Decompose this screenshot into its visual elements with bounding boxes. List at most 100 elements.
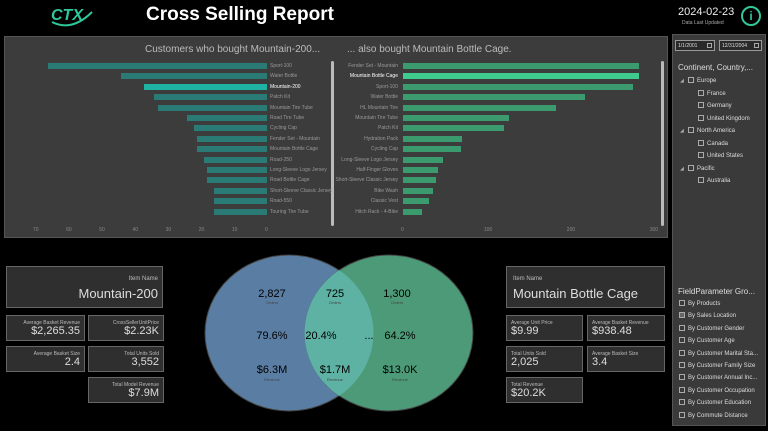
checkbox[interactable] xyxy=(679,312,685,319)
checkbox[interactable] xyxy=(698,152,704,158)
right-bar-label[interactable]: Short-Sleeve Classic Jersey xyxy=(335,177,398,184)
checkbox[interactable] xyxy=(698,177,704,183)
param-item[interactable]: By Customer Gender xyxy=(679,324,744,332)
left-bar[interactable] xyxy=(187,115,267,121)
info-icon[interactable]: i xyxy=(741,6,761,26)
left-bar[interactable] xyxy=(197,135,267,142)
tree-item[interactable]: ◢ North America xyxy=(680,127,735,134)
param-item[interactable]: By Customer Annual Inc... xyxy=(679,374,757,381)
left-bar-label[interactable]: Road-250 xyxy=(270,156,292,163)
tree-item[interactable]: United Kingdom xyxy=(690,114,750,122)
left-bar-label[interactable]: Sport-100 xyxy=(270,63,292,69)
left-bar-label[interactable]: Mountain-200 xyxy=(270,83,301,90)
right-bar[interactable] xyxy=(403,135,462,142)
left-bar-label[interactable]: Touring Tire Tube xyxy=(270,208,309,215)
right-bar[interactable] xyxy=(403,63,640,69)
right-bar-label[interactable]: Mountain Tire Tube xyxy=(355,115,398,121)
checkbox[interactable] xyxy=(679,300,685,306)
param-item[interactable]: By Customer Occupation xyxy=(679,386,755,394)
right-bar-label[interactable]: Bike Wash xyxy=(374,187,398,194)
left-bar-label[interactable]: Water Bottle xyxy=(270,73,298,80)
tree-item[interactable]: United States xyxy=(690,152,743,159)
calendar-icon[interactable] xyxy=(754,43,759,48)
param-item[interactable]: By Customer Age xyxy=(679,337,735,344)
left-bar[interactable] xyxy=(213,208,267,215)
right-bar[interactable] xyxy=(403,198,429,205)
tree-item[interactable]: Germany xyxy=(690,102,732,109)
checkbox[interactable] xyxy=(688,127,694,133)
left-bar[interactable] xyxy=(204,156,267,163)
right-bar[interactable] xyxy=(403,73,640,80)
date-to-input[interactable]: 12/31/2004 xyxy=(719,40,762,51)
right-bar-label[interactable]: Mountain Bottle Cage xyxy=(349,73,398,80)
left-bar[interactable] xyxy=(213,198,267,205)
checkbox[interactable] xyxy=(688,77,694,83)
right-bar-label[interactable]: Patch Kit xyxy=(377,125,398,132)
left-bar-label[interactable]: Patch Kit xyxy=(270,94,291,101)
right-bar[interactable] xyxy=(403,146,462,153)
left-bar-label[interactable]: Road Bottle Cage xyxy=(270,177,310,184)
right-chart-scrollbar[interactable] xyxy=(661,61,664,226)
right-bar-label[interactable]: Half-Finger Gloves xyxy=(356,167,398,173)
right-bar[interactable] xyxy=(403,83,633,90)
right-bar-label[interactable]: Water Bottle xyxy=(370,94,398,101)
right-bar-label[interactable]: Sport-100 xyxy=(376,83,398,90)
checkbox[interactable] xyxy=(698,139,704,146)
right-bar-label[interactable]: Hydration Pack xyxy=(364,135,398,142)
left-bar[interactable] xyxy=(207,177,267,184)
right-bar[interactable] xyxy=(403,208,423,215)
right-bar-label[interactable]: Hitch Rack - 4-Bike xyxy=(355,208,398,215)
right-bar[interactable] xyxy=(403,115,510,121)
right-bar-label[interactable]: Long-Sleeve Logo Jersey xyxy=(341,156,398,163)
left-bar-label[interactable]: Road-550 xyxy=(270,198,292,205)
right-bar-label[interactable]: Fender Set - Mountain xyxy=(348,63,398,69)
param-item[interactable]: By Customer Education xyxy=(679,399,751,406)
checkbox[interactable] xyxy=(679,349,685,356)
param-item[interactable]: By Sales Location xyxy=(679,312,736,319)
left-bar-label[interactable]: Mountain Tire Tube xyxy=(270,104,313,111)
left-bar[interactable] xyxy=(213,187,267,194)
tree-item[interactable]: Canada xyxy=(690,139,728,147)
checkbox[interactable] xyxy=(679,337,685,344)
left-bar[interactable] xyxy=(144,83,267,90)
right-bar[interactable] xyxy=(403,187,433,194)
left-bar-label[interactable]: Short-Sleeve Classic Jersey xyxy=(270,187,333,194)
left-bar[interactable] xyxy=(157,104,267,111)
left-bar-label[interactable]: Mountain Bottle Cage xyxy=(270,146,319,153)
param-item[interactable]: By Customer Marital Sta... xyxy=(679,349,758,357)
checkbox[interactable] xyxy=(688,164,694,171)
param-item[interactable]: By Customer Family Size xyxy=(679,362,755,369)
param-item[interactable]: By Commute Distance xyxy=(679,411,748,419)
checkbox[interactable] xyxy=(679,411,685,418)
param-item[interactable]: By Products xyxy=(679,300,720,307)
checkbox[interactable] xyxy=(679,399,685,406)
checkbox[interactable] xyxy=(698,114,704,121)
right-bar[interactable] xyxy=(403,94,586,101)
left-chart-scrollbar[interactable] xyxy=(331,61,334,226)
right-bar[interactable] xyxy=(403,104,557,111)
chevron-down-icon[interactable]: ◢ xyxy=(680,165,684,172)
checkbox[interactable] xyxy=(679,362,685,368)
right-bar-label[interactable]: HL Mountain Tire xyxy=(360,104,398,111)
checkbox[interactable] xyxy=(698,102,704,108)
tree-item[interactable]: Australia xyxy=(690,177,730,184)
left-bar[interactable] xyxy=(194,125,267,132)
left-bar-label[interactable]: Fender Set - Mountain xyxy=(270,135,320,142)
left-bar-label[interactable]: Road Tire Tube xyxy=(270,115,305,121)
left-bar[interactable] xyxy=(154,94,267,101)
tree-item[interactable]: ◢ Pacific xyxy=(680,164,715,172)
left-bar[interactable] xyxy=(121,73,267,80)
checkbox[interactable] xyxy=(679,324,685,331)
left-bar-label[interactable]: Cycling Cap xyxy=(270,125,297,132)
chevron-down-icon[interactable]: ◢ xyxy=(680,78,684,84)
checkbox[interactable] xyxy=(679,386,685,393)
checkbox[interactable] xyxy=(698,89,704,96)
right-bar-label[interactable]: Cycling Cap xyxy=(371,146,398,153)
calendar-icon[interactable] xyxy=(707,43,712,48)
right-bar[interactable] xyxy=(403,177,437,184)
right-bar-label[interactable]: Classic Vest xyxy=(370,198,398,205)
left-bar[interactable] xyxy=(207,167,267,173)
right-bar[interactable] xyxy=(403,125,505,132)
left-bar-label[interactable]: Long-Sleeve Logo Jersey xyxy=(270,167,327,173)
date-from-input[interactable]: 1/1/2001 xyxy=(675,40,715,51)
